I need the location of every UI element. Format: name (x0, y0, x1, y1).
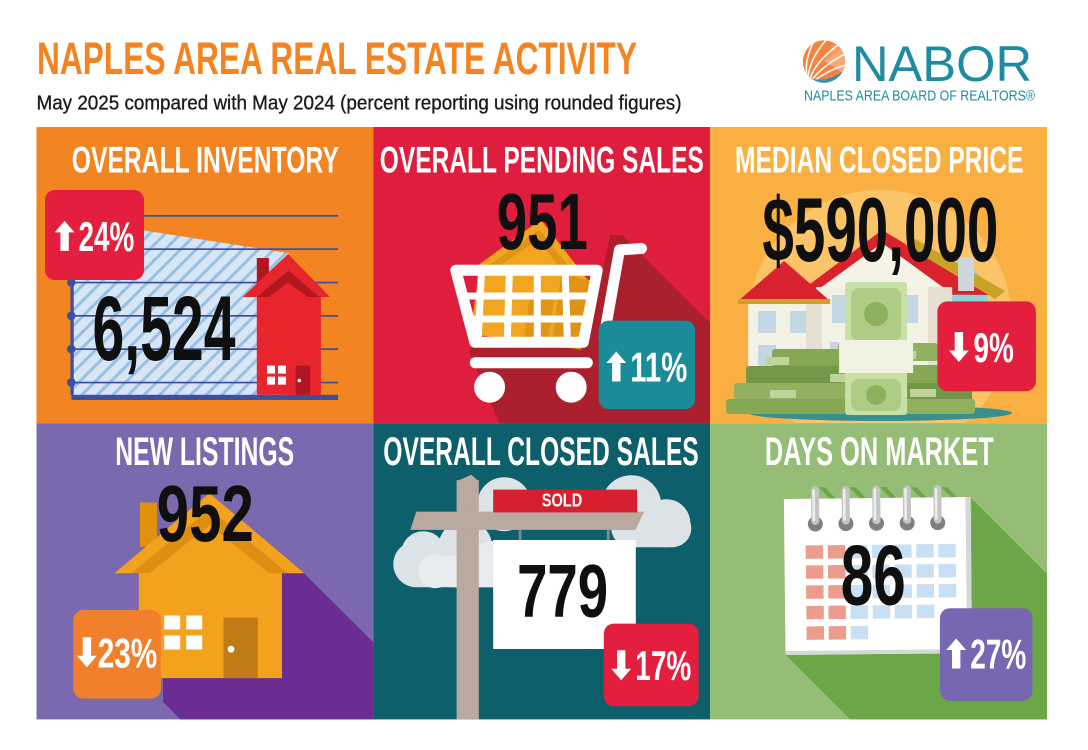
svg-text:NAPLES AREA BOARD OF REALTORS®: NAPLES AREA BOARD OF REALTORS® (804, 88, 1035, 105)
svg-text:6,524: 6,524 (93, 278, 236, 380)
svg-text:NABOR: NABOR (852, 35, 1032, 92)
svg-text:NAPLES AREA REAL ESTATE ACTIVI: NAPLES AREA REAL ESTATE ACTIVITY (37, 33, 637, 84)
svg-text:952: 952 (157, 469, 254, 558)
svg-text:24%: 24% (79, 213, 135, 260)
svg-text:86: 86 (841, 529, 906, 624)
svg-text:27%: 27% (970, 631, 1026, 678)
svg-text:23%: 23% (98, 629, 158, 676)
svg-text:NEW LISTINGS: NEW LISTINGS (115, 430, 294, 474)
svg-text:OVERALL CLOSED SALES: OVERALL CLOSED SALES (383, 430, 698, 474)
svg-text:MEDIAN CLOSED PRICE: MEDIAN CLOSED PRICE (735, 140, 1024, 181)
svg-text:SOLD: SOLD (542, 490, 583, 511)
svg-text:11%: 11% (630, 344, 687, 391)
svg-text:779: 779 (517, 549, 608, 633)
svg-text:DAYS ON MARKET: DAYS ON MARKET (765, 430, 994, 474)
svg-text:17%: 17% (635, 642, 691, 689)
svg-text:$590,000: $590,000 (762, 180, 998, 281)
svg-text:OVERALL PENDING SALES: OVERALL PENDING SALES (380, 140, 704, 181)
svg-text:951: 951 (497, 177, 588, 266)
svg-text:9%: 9% (974, 324, 1014, 371)
svg-text:May 2025 compared with May 202: May 2025 compared with May 2024 (percent… (37, 91, 682, 114)
svg-text:OVERALL INVENTORY: OVERALL INVENTORY (72, 140, 339, 181)
